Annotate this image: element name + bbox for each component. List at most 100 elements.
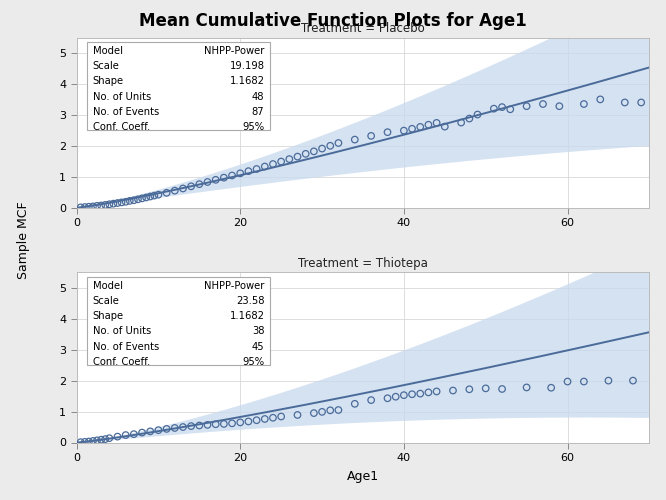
Point bbox=[100, 201, 111, 209]
Point bbox=[194, 422, 204, 430]
Point bbox=[260, 162, 270, 170]
Point bbox=[398, 126, 409, 134]
Point bbox=[169, 186, 180, 194]
Point bbox=[243, 167, 254, 175]
Point bbox=[104, 200, 115, 208]
Point bbox=[308, 148, 319, 156]
Point bbox=[432, 388, 442, 396]
Point bbox=[145, 192, 156, 200]
FancyBboxPatch shape bbox=[87, 42, 270, 130]
Point bbox=[448, 386, 458, 394]
Point bbox=[96, 202, 107, 209]
Point bbox=[161, 425, 172, 433]
Point bbox=[268, 160, 278, 168]
Point bbox=[251, 165, 262, 173]
Point bbox=[268, 414, 278, 422]
Point bbox=[300, 150, 311, 158]
Point bbox=[83, 438, 94, 446]
Point bbox=[226, 172, 237, 179]
Point bbox=[284, 155, 294, 163]
Title: Treatment = Thiotepa: Treatment = Thiotepa bbox=[298, 257, 428, 270]
Point bbox=[210, 420, 221, 428]
Point bbox=[464, 386, 475, 394]
Point bbox=[149, 192, 160, 200]
Point bbox=[125, 197, 135, 205]
Text: Model
Scale
Shape
No. of Units
No. of Events
Conf. Coeff.: Model Scale Shape No. of Units No. of Ev… bbox=[93, 281, 159, 367]
Text: NHPP-Power
19.198
1.1682
48
87
95%: NHPP-Power 19.198 1.1682 48 87 95% bbox=[204, 46, 264, 132]
Point bbox=[456, 118, 466, 126]
Point bbox=[537, 100, 548, 108]
Point bbox=[129, 196, 139, 204]
Point bbox=[308, 409, 319, 417]
Point bbox=[96, 436, 107, 444]
Point bbox=[153, 190, 164, 198]
Point bbox=[366, 396, 376, 404]
Point bbox=[579, 100, 589, 108]
Point bbox=[398, 391, 409, 399]
Point bbox=[382, 394, 393, 402]
Point bbox=[235, 170, 246, 177]
Point bbox=[619, 98, 630, 106]
Point bbox=[464, 114, 475, 122]
Point bbox=[521, 384, 532, 392]
Point bbox=[112, 432, 123, 440]
Point bbox=[350, 400, 360, 408]
Point bbox=[137, 194, 147, 202]
Point bbox=[382, 128, 393, 136]
Point bbox=[218, 174, 229, 182]
Point bbox=[579, 378, 589, 386]
Point bbox=[472, 110, 483, 118]
Point bbox=[235, 418, 246, 426]
Point bbox=[562, 378, 573, 386]
Point bbox=[415, 123, 426, 131]
Text: NHPP-Power
23.58
1.1682
38
45
95%: NHPP-Power 23.58 1.1682 38 45 95% bbox=[204, 281, 264, 367]
Point bbox=[75, 438, 86, 446]
Point bbox=[292, 411, 303, 419]
Text: Sample MCF: Sample MCF bbox=[17, 201, 30, 279]
Point bbox=[178, 184, 188, 192]
Point bbox=[226, 420, 237, 428]
Point bbox=[202, 421, 213, 429]
Point bbox=[325, 406, 336, 414]
Point bbox=[137, 428, 147, 436]
Point bbox=[218, 420, 229, 428]
Point bbox=[432, 119, 442, 127]
Point bbox=[186, 182, 196, 190]
Point bbox=[88, 437, 99, 445]
Point bbox=[133, 196, 143, 203]
Point bbox=[169, 424, 180, 432]
Point bbox=[79, 203, 90, 211]
Text: Mean Cumulative Function Plots for Age1: Mean Cumulative Function Plots for Age1 bbox=[139, 12, 527, 30]
Point bbox=[117, 198, 127, 206]
Point bbox=[121, 431, 131, 439]
Point bbox=[100, 435, 111, 443]
Point bbox=[88, 202, 99, 210]
Point bbox=[333, 139, 344, 147]
Point bbox=[407, 390, 418, 398]
Point bbox=[121, 198, 131, 206]
Point bbox=[407, 125, 418, 133]
Point bbox=[325, 142, 336, 150]
Point bbox=[497, 103, 507, 111]
Point bbox=[210, 176, 221, 184]
Point bbox=[79, 438, 90, 446]
Text: Model
Scale
Shape
No. of Units
No. of Events
Conf. Coeff.: Model Scale Shape No. of Units No. of Ev… bbox=[93, 46, 159, 132]
Point bbox=[161, 189, 172, 197]
Point bbox=[75, 204, 86, 212]
Point bbox=[390, 392, 401, 400]
Point bbox=[350, 136, 360, 143]
Point bbox=[260, 415, 270, 423]
Point bbox=[603, 376, 614, 384]
Point bbox=[194, 180, 204, 188]
Point bbox=[554, 102, 565, 110]
Point bbox=[92, 202, 103, 210]
Point bbox=[243, 418, 254, 426]
Point bbox=[276, 412, 286, 420]
Point bbox=[186, 422, 196, 430]
Point bbox=[636, 98, 647, 106]
Point bbox=[423, 120, 434, 128]
Point bbox=[83, 202, 94, 210]
FancyBboxPatch shape bbox=[87, 276, 270, 365]
Point bbox=[141, 194, 151, 202]
Point bbox=[129, 430, 139, 438]
